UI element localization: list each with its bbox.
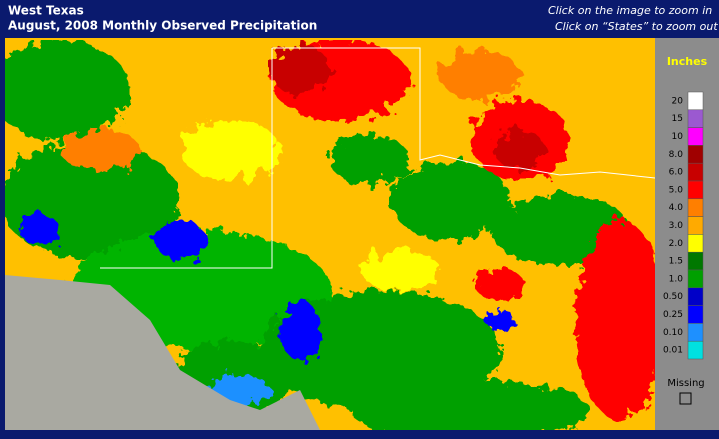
legend: 20 15 10 8.0 6.0 5.0 4.0 3.0 2.0 1.5 1.0 0.50 0.25 0.…: [663, 91, 704, 360]
instruction: Click on the image to zoom in: [548, 4, 712, 17]
legend-label: 2.0: [669, 239, 684, 249]
legend-label: 0.50: [663, 292, 683, 302]
legend-label: 1.0: [669, 274, 684, 284]
missing-label: Missing: [667, 378, 704, 389]
legend-label: 1.5: [669, 257, 683, 267]
legend-label: 0.25: [663, 310, 683, 320]
legend-swatch: [687, 269, 704, 289]
legend-swatch: [687, 287, 704, 306]
legend-swatch: [687, 198, 704, 217]
legend-label: 0.10: [663, 328, 683, 338]
legend-panel: [655, 38, 719, 430]
state-line: [100, 48, 273, 269]
subtitle: August, 2008 Monthly Observed Precipitat…: [8, 19, 317, 33]
legend-label: 6.0: [669, 168, 684, 178]
instruction: Click on “States” to zoom out: [555, 20, 718, 33]
legend-swatch: [687, 180, 704, 200]
legend-label: 8.0: [669, 150, 684, 160]
missing-area: [5, 275, 320, 430]
legend-swatch: [687, 251, 704, 271]
legend-swatch: [687, 91, 704, 111]
legend-label: 15: [672, 114, 683, 124]
title: West Texas: [8, 4, 84, 18]
state-line: [272, 47, 655, 179]
legend-swatch: [687, 145, 704, 164]
missing-swatch: [679, 392, 692, 405]
legend-title: Inches: [667, 55, 708, 68]
legend-label: 4.0: [669, 203, 684, 213]
legend-swatch: [687, 216, 704, 235]
precip-areas: [5, 40, 655, 430]
legend-label: 0.01: [663, 346, 683, 356]
legend-swatch: [687, 305, 704, 324]
legend-swatch: [687, 340, 704, 360]
legend-swatch: [687, 109, 704, 128]
legend-label: 3.0: [669, 221, 684, 231]
legend-label: 10: [672, 132, 684, 142]
legend-label: 20: [672, 96, 684, 106]
legend-swatch: [687, 323, 704, 342]
legend-swatch: [687, 234, 704, 253]
precipitation-map[interactable]: [0, 38, 665, 439]
legend-swatch: [687, 127, 704, 146]
legend-swatch: [687, 162, 704, 182]
legend-label: 5.0: [669, 185, 684, 195]
